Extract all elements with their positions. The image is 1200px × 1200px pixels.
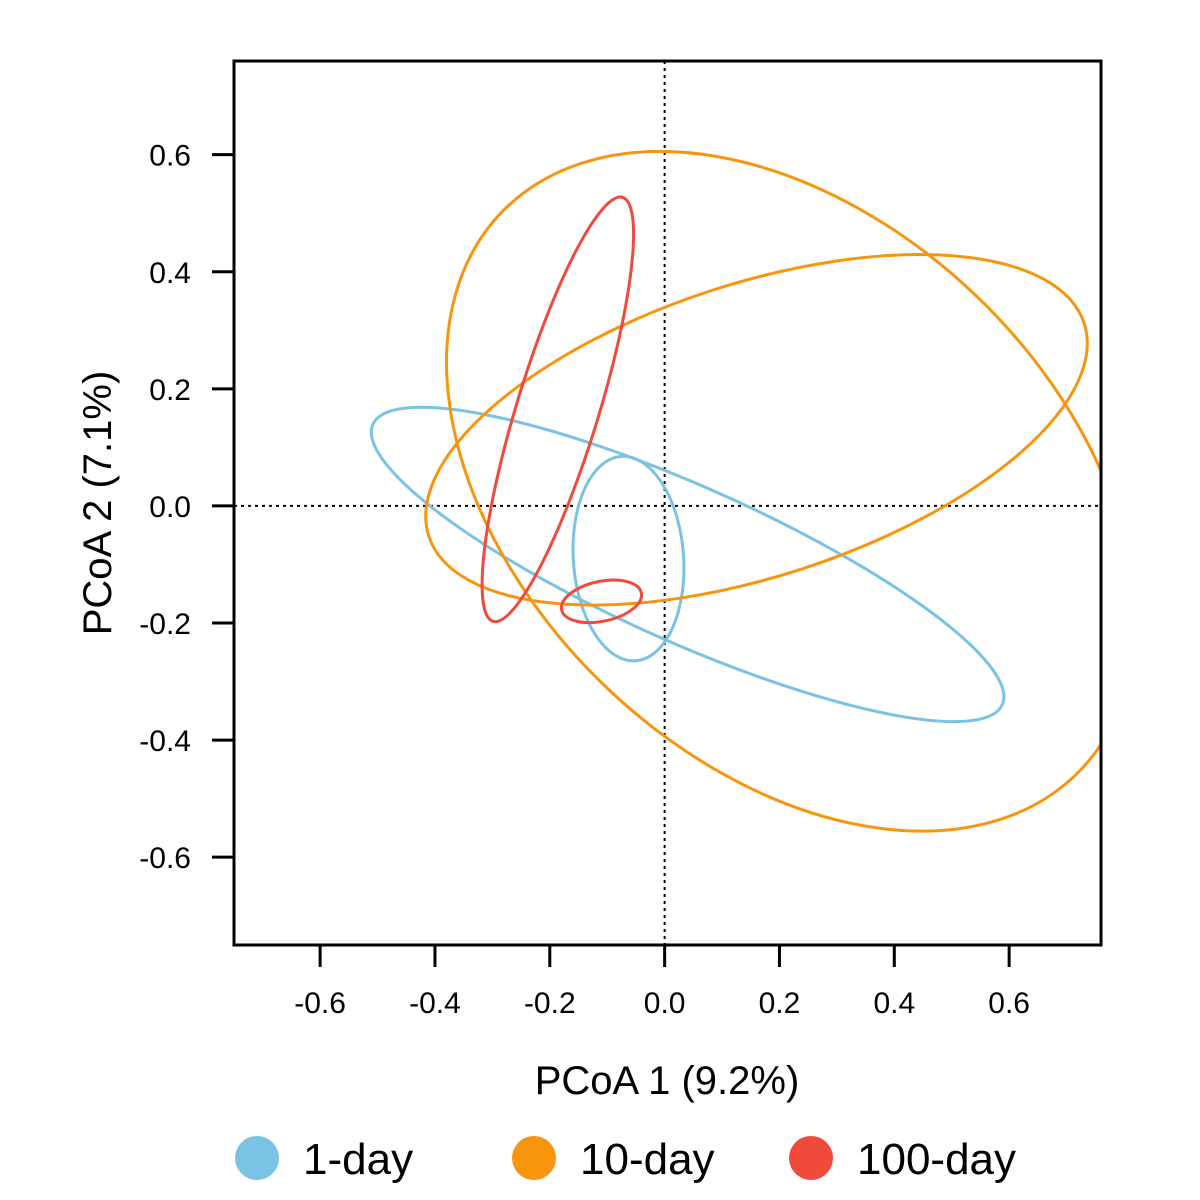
legend: 1-day 10-day 100-day <box>235 1135 1016 1184</box>
y-axis-title: PCoA 2 (7.1%) <box>76 371 120 636</box>
x-axis: -0.6 -0.4 -0.2 0.0 0.2 0.4 0.6 <box>294 945 1030 1020</box>
legend-label-100-day: 100-day <box>857 1135 1016 1184</box>
y-tick-label: -0.6 <box>139 842 191 875</box>
legend-label-10-day: 10-day <box>580 1135 715 1184</box>
ellipse-100-day-2 <box>559 578 644 625</box>
legend-label-1-day: 1-day <box>303 1135 413 1184</box>
y-tick-label: 0.4 <box>149 257 191 290</box>
y-tick-label: -0.4 <box>139 725 191 758</box>
x-tick-label: -0.4 <box>409 987 461 1020</box>
ellipse-1-day-2 <box>571 454 686 663</box>
y-tick-label: -0.2 <box>139 608 191 641</box>
ellipse-10-day-1 <box>424 253 1089 607</box>
x-tick-label: 0.6 <box>988 987 1030 1020</box>
y-tick-label: 0.0 <box>149 491 191 524</box>
x-tick-label: -0.6 <box>294 987 346 1020</box>
reference-lines <box>234 61 1101 945</box>
y-tick-label: 0.2 <box>149 374 191 407</box>
x-tick-label: 0.2 <box>759 987 801 1020</box>
x-tick-label: 0.4 <box>873 987 915 1020</box>
x-tick-label: 0.0 <box>644 987 686 1020</box>
legend-marker-100-day <box>789 1136 833 1180</box>
legend-marker-1-day <box>235 1136 279 1180</box>
ellipse-layer <box>369 149 1101 833</box>
plot-frame <box>232 59 1103 947</box>
ellipse-1-day-1 <box>369 405 1006 724</box>
x-axis-title: PCoA 1 (9.2%) <box>535 1059 800 1103</box>
ellipse-100-day-1 <box>480 195 636 624</box>
legend-marker-10-day <box>512 1136 556 1180</box>
y-tick-label: 0.6 <box>149 140 191 173</box>
ellipse-10-day-2 <box>445 149 1101 833</box>
x-tick-label: -0.2 <box>524 987 576 1020</box>
y-axis: -0.6 -0.4 -0.2 0.0 0.2 0.4 0.6 <box>139 140 234 875</box>
